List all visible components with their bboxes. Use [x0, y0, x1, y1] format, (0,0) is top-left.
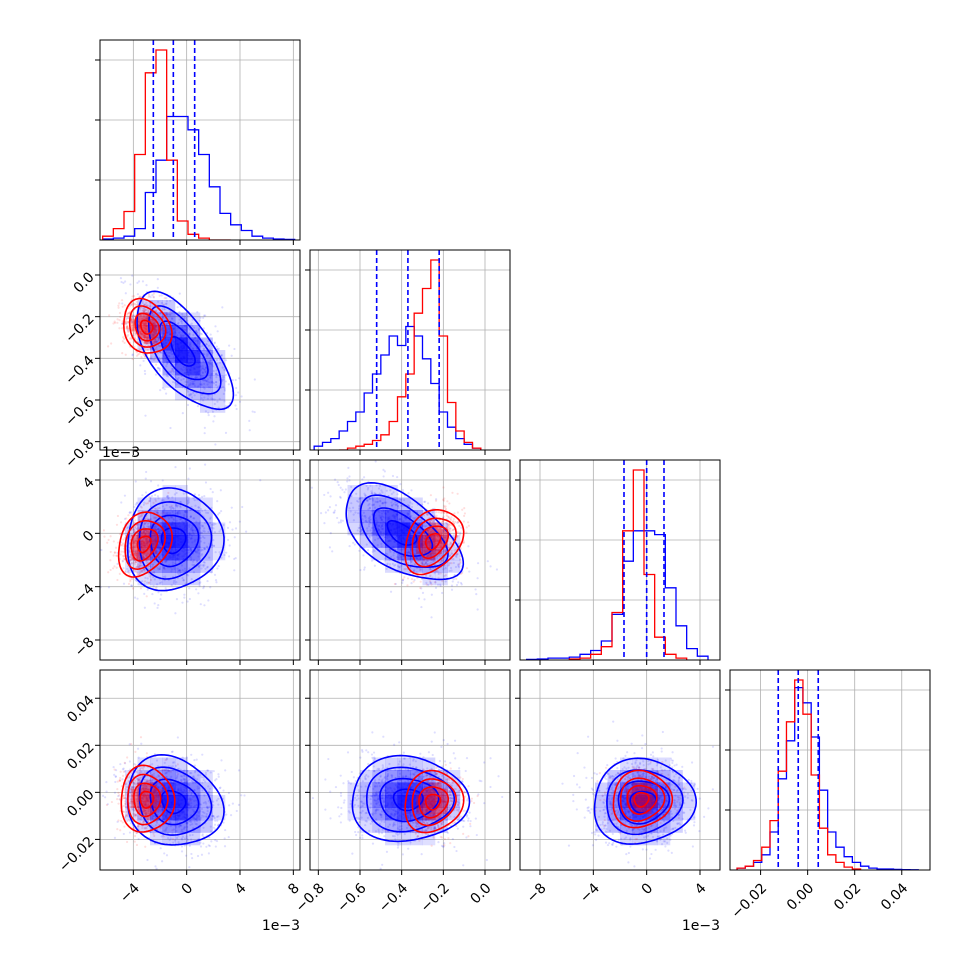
red-contour	[418, 786, 450, 819]
y-tick-label: −0.4	[62, 353, 97, 388]
scatter-panel	[305, 459, 511, 665]
panel-border	[519, 669, 721, 871]
blue-contour	[345, 481, 465, 581]
red-contour	[140, 319, 154, 335]
blue-histogram-step	[102, 115, 296, 240]
blue-contour	[386, 520, 418, 546]
panel-border	[99, 459, 301, 661]
blue-contour	[149, 778, 200, 826]
histogram-panel	[305, 249, 511, 455]
axis-offset-label: 1e−3	[682, 918, 720, 934]
x-tick-label: 0.04	[878, 880, 911, 913]
scatter-panel: −0.8 −0.6 −0.4 −0.2 0.0	[62, 249, 301, 471]
red-contour	[424, 532, 442, 551]
blue-contour	[372, 507, 434, 557]
red-contour	[411, 778, 457, 827]
scatter-panel: −0.8−0.6−0.4−0.2 0.0	[293, 669, 511, 916]
x-tick-label: −8	[524, 880, 550, 906]
red-histogram-step	[568, 469, 688, 660]
red-histogram-step	[102, 49, 231, 240]
panel-border	[99, 669, 301, 871]
scatter-panel: −8 −4 0 4	[72, 459, 301, 665]
red-contour	[122, 297, 173, 354]
red-contour	[418, 525, 450, 560]
red-contour	[134, 312, 161, 342]
x-tick-label: 4	[232, 880, 250, 898]
x-tick-label: −0.02	[729, 880, 771, 922]
red-contour	[424, 793, 442, 811]
x-tick-label: 4	[692, 880, 710, 898]
scatter-panel: −4 0 4 8−0.020.000.020.04	[56, 669, 303, 906]
red-contour	[619, 777, 666, 822]
blue-contour	[170, 335, 196, 367]
y-tick-label: 0	[80, 528, 98, 546]
axis-offset-label: 1e−3	[102, 445, 140, 461]
y-tick-label: 0.02	[64, 740, 97, 773]
red-contour	[139, 790, 155, 809]
y-tick-label: 0.00	[64, 787, 97, 820]
red-contour	[128, 305, 167, 348]
histogram-panel	[515, 459, 721, 665]
blue-histogram-step	[736, 686, 919, 870]
histogram-panel	[95, 39, 301, 245]
red-contour	[626, 784, 658, 815]
x-tick-label: 0	[179, 880, 197, 898]
red-contour	[130, 528, 159, 562]
y-tick-label: −8	[72, 634, 98, 660]
x-tick-label: 0.00	[784, 880, 817, 913]
y-tick-label: 0.04	[64, 693, 97, 726]
blue-contour	[126, 487, 225, 592]
y-tick-label: −0.6	[62, 394, 97, 429]
y-tick-label: −4	[72, 581, 98, 607]
blue-contour	[160, 790, 187, 815]
red-contour	[127, 773, 169, 826]
red-contour	[133, 782, 162, 818]
x-tick-label: −4	[117, 880, 143, 906]
axis-offset-label: 1e−3	[262, 918, 300, 934]
red-contour	[633, 791, 650, 808]
panel-border	[309, 459, 511, 661]
blue-contour	[158, 320, 209, 381]
blue-contour	[138, 501, 213, 580]
scatter-panel: −8 −4 0 4	[515, 669, 721, 906]
red-histogram-step	[339, 259, 482, 450]
blue-contour	[593, 757, 698, 845]
red-contour	[124, 520, 167, 571]
x-tick-label: −0.6	[334, 880, 369, 915]
x-tick-label: 0.02	[831, 880, 864, 913]
red-contour	[404, 509, 465, 576]
red-contour	[612, 769, 674, 829]
y-tick-label: −0.2	[62, 311, 97, 346]
panel-border	[309, 249, 511, 451]
blue-density-blocks	[347, 485, 461, 586]
y-tick-label: 4	[80, 474, 98, 492]
y-tick-label: −0.8	[62, 436, 97, 471]
x-tick-label: −0.8	[293, 880, 328, 915]
x-tick-label: −0.4	[376, 880, 411, 915]
blue-contour	[160, 527, 187, 555]
panel-border	[99, 39, 301, 241]
red-contour	[411, 517, 457, 568]
blue-histogram-step	[526, 530, 709, 660]
red-contour	[117, 511, 174, 578]
red-contour	[136, 535, 152, 554]
red-contour	[120, 764, 176, 833]
histogram-panel: −0.02 0.00 0.02 0.04	[725, 669, 931, 922]
panel-border	[99, 249, 301, 451]
panel-border	[309, 669, 511, 871]
x-tick-label: −4	[577, 880, 603, 906]
blue-contour	[606, 769, 684, 836]
y-tick-label: 0.0	[71, 269, 98, 296]
x-tick-label: −0.2	[418, 880, 453, 915]
red-contour	[404, 769, 465, 834]
y-tick-label: −0.02	[56, 834, 98, 876]
x-tick-label: 0.0	[468, 880, 495, 907]
panel-border	[729, 669, 931, 871]
blue-contour	[148, 305, 222, 395]
x-tick-label: 0	[639, 880, 657, 898]
blue-contour	[351, 754, 471, 843]
panel-border	[519, 459, 721, 661]
